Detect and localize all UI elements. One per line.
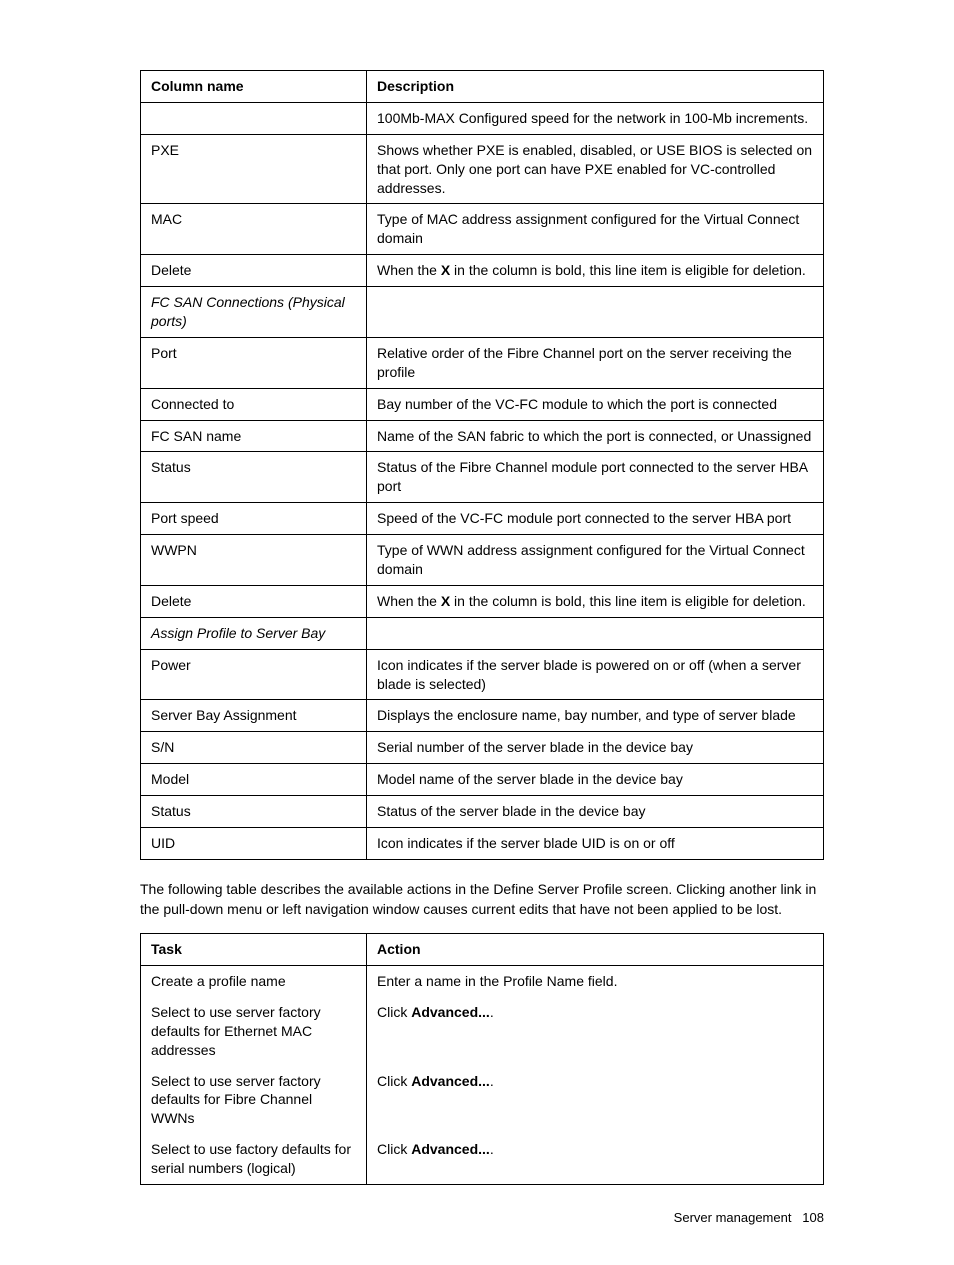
- table-cell: S/N: [141, 732, 367, 764]
- table-row: Assign Profile to Server Bay: [141, 617, 824, 649]
- table-cell: Create a profile name: [141, 966, 367, 997]
- table-cell: [367, 287, 824, 338]
- table-cell: Type of MAC address assignment configure…: [367, 204, 824, 255]
- table-cell: Model: [141, 764, 367, 796]
- table-cell: Power: [141, 649, 367, 700]
- table-row: DeleteWhen the X in the column is bold, …: [141, 255, 824, 287]
- table-cell: Connected to: [141, 388, 367, 420]
- table-cell: Click Advanced....: [367, 997, 824, 1066]
- table-row: Create a profile nameEnter a name in the…: [141, 966, 824, 997]
- table-cell: Bay number of the VC-FC module to which …: [367, 388, 824, 420]
- footer-page-number: 108: [802, 1210, 824, 1225]
- table-row: Server Bay AssignmentDisplays the enclos…: [141, 700, 824, 732]
- table-cell: Select to use server factory defaults fo…: [141, 997, 367, 1066]
- table-cell: 100Mb-MAX Configured speed for the netwo…: [367, 102, 824, 134]
- table-cell: Delete: [141, 585, 367, 617]
- table-row: 100Mb-MAX Configured speed for the netwo…: [141, 102, 824, 134]
- document-page: Column name Description 100Mb-MAX Config…: [0, 0, 954, 1265]
- table-row: PortRelative order of the Fibre Channel …: [141, 337, 824, 388]
- bold-text: X: [441, 593, 450, 609]
- table-header-row: Column name Description: [141, 71, 824, 103]
- table-cell: Shows whether PXE is enabled, disabled, …: [367, 134, 824, 204]
- table-cell: Name of the SAN fabric to which the port…: [367, 420, 824, 452]
- bold-text: Advanced...: [411, 1004, 490, 1020]
- table-header-cell: Column name: [141, 71, 367, 103]
- body-paragraph: The following table describes the availa…: [140, 880, 824, 919]
- table-cell: FC SAN Connections (Physical ports): [141, 287, 367, 338]
- table-cell: When the X in the column is bold, this l…: [367, 255, 824, 287]
- bold-text: X: [441, 262, 450, 278]
- table-row: MACType of MAC address assignment config…: [141, 204, 824, 255]
- table-header-cell: Task: [141, 934, 367, 966]
- table-row: FC SAN Connections (Physical ports): [141, 287, 824, 338]
- table-row: Select to use server factory defaults fo…: [141, 1066, 824, 1135]
- table-header-row: Task Action: [141, 934, 824, 966]
- table-cell: Assign Profile to Server Bay: [141, 617, 367, 649]
- table-cell: MAC: [141, 204, 367, 255]
- table-row: FC SAN nameName of the SAN fabric to whi…: [141, 420, 824, 452]
- table-cell: Relative order of the Fibre Channel port…: [367, 337, 824, 388]
- table-cell: Server Bay Assignment: [141, 700, 367, 732]
- footer-section-label: Server management: [674, 1210, 792, 1225]
- table-cell: Delete: [141, 255, 367, 287]
- table-cell: FC SAN name: [141, 420, 367, 452]
- table-cell: Status of the server blade in the device…: [367, 796, 824, 828]
- table-cell: Speed of the VC-FC module port connected…: [367, 503, 824, 535]
- table-row: ModelModel name of the server blade in t…: [141, 764, 824, 796]
- column-description-table: Column name Description 100Mb-MAX Config…: [140, 70, 824, 860]
- table-cell: Port speed: [141, 503, 367, 535]
- table-cell: Click Advanced....: [367, 1134, 824, 1184]
- table-row: UIDIcon indicates if the server blade UI…: [141, 828, 824, 860]
- table-cell: Status of the Fibre Channel module port …: [367, 452, 824, 503]
- table-cell: Status: [141, 796, 367, 828]
- table-row: Connected toBay number of the VC-FC modu…: [141, 388, 824, 420]
- table-cell: Select to use factory defaults for seria…: [141, 1134, 367, 1184]
- table-cell: Click Advanced....: [367, 1066, 824, 1135]
- table-cell: When the X in the column is bold, this l…: [367, 585, 824, 617]
- table-cell: Icon indicates if the server blade UID i…: [367, 828, 824, 860]
- table-row: StatusStatus of the server blade in the …: [141, 796, 824, 828]
- table-cell: Enter a name in the Profile Name field.: [367, 966, 824, 997]
- bold-text: Advanced...: [411, 1141, 490, 1157]
- table-cell: WWPN: [141, 535, 367, 586]
- table-cell: Select to use server factory defaults fo…: [141, 1066, 367, 1135]
- table-row: PowerIcon indicates if the server blade …: [141, 649, 824, 700]
- table-row: DeleteWhen the X in the column is bold, …: [141, 585, 824, 617]
- bold-text: Advanced...: [411, 1073, 490, 1089]
- table-cell: [367, 617, 824, 649]
- table-row: Port speedSpeed of the VC-FC module port…: [141, 503, 824, 535]
- table-cell: Type of WWN address assignment configure…: [367, 535, 824, 586]
- page-footer: Server management 108: [674, 1210, 824, 1225]
- table-cell: Port: [141, 337, 367, 388]
- table-header-cell: Description: [367, 71, 824, 103]
- table-cell: [141, 102, 367, 134]
- table-row: Select to use factory defaults for seria…: [141, 1134, 824, 1184]
- table-cell: Icon indicates if the server blade is po…: [367, 649, 824, 700]
- table-cell: Status: [141, 452, 367, 503]
- task-action-table: Task Action Create a profile nameEnter a…: [140, 933, 824, 1185]
- table-cell: Serial number of the server blade in the…: [367, 732, 824, 764]
- table-cell: PXE: [141, 134, 367, 204]
- table-cell: Displays the enclosure name, bay number,…: [367, 700, 824, 732]
- table-row: WWPNType of WWN address assignment confi…: [141, 535, 824, 586]
- table-header-cell: Action: [367, 934, 824, 966]
- table-row: PXEShows whether PXE is enabled, disable…: [141, 134, 824, 204]
- table-row: StatusStatus of the Fibre Channel module…: [141, 452, 824, 503]
- table-cell: UID: [141, 828, 367, 860]
- table-row: S/NSerial number of the server blade in …: [141, 732, 824, 764]
- table-cell: Model name of the server blade in the de…: [367, 764, 824, 796]
- table-row: Select to use server factory defaults fo…: [141, 997, 824, 1066]
